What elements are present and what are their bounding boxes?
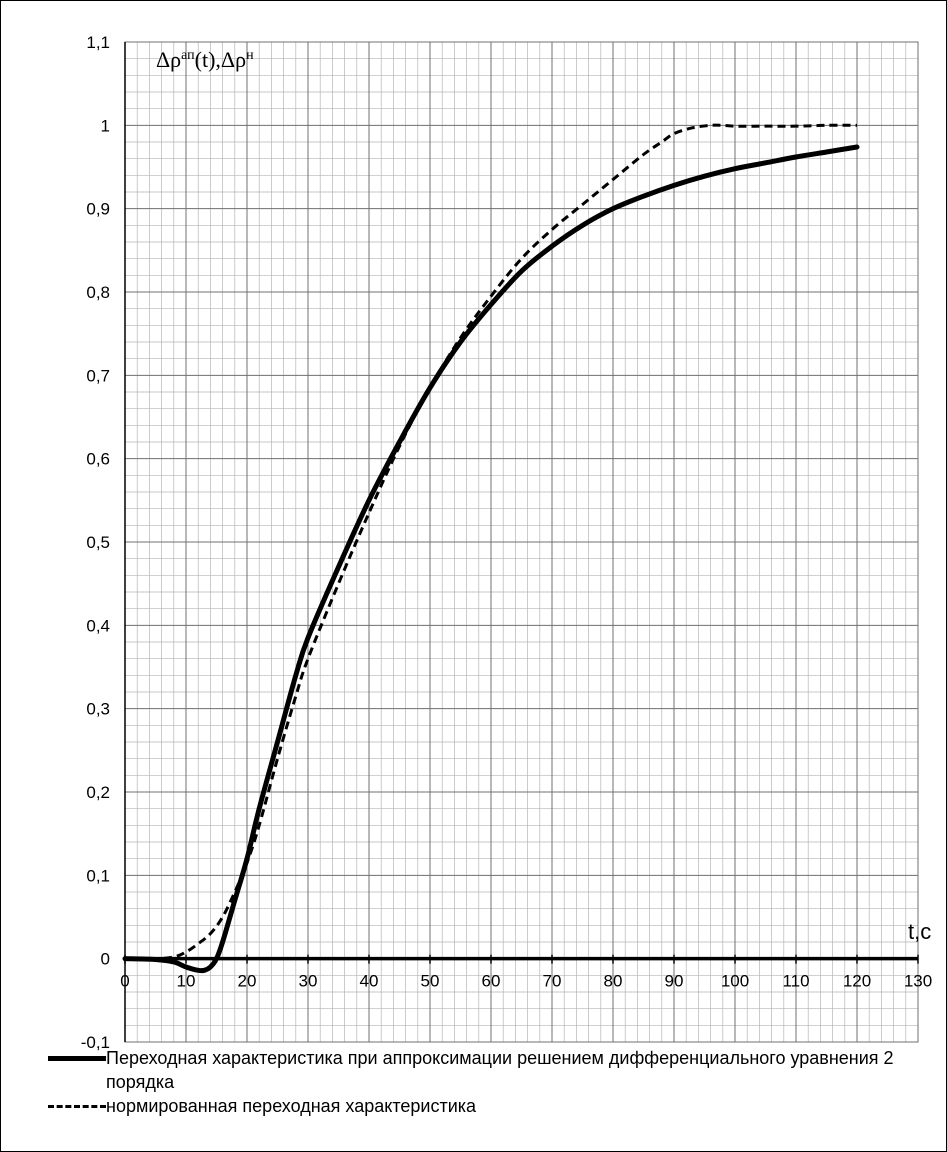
x-tick-label: 70 xyxy=(543,972,562,991)
x-axis-label: t,c xyxy=(908,919,931,944)
legend-item-dashed: нормированная переходная характеристика xyxy=(44,1094,934,1118)
tick-labels: 0 10 20 30 40 50 60 70 80 90 100 110 120 130 -0,1 0 0,1 0… xyxy=(81,33,932,1052)
series-line-solid xyxy=(122,144,860,974)
y-tick-label: 0 xyxy=(101,950,110,969)
x-tick-label: 130 xyxy=(904,972,932,991)
y-tick-label: 0,1 xyxy=(86,866,110,885)
y-tick-label: 0,4 xyxy=(86,616,110,635)
legend: Переходная характеристика при аппроксима… xyxy=(44,1046,934,1118)
y-tick-label: -0,1 xyxy=(81,1033,110,1052)
y-tick-label: 1 xyxy=(101,116,110,135)
series-line-dashed xyxy=(124,123,858,961)
legend-item-solid: Переходная характеристика при аппроксима… xyxy=(44,1046,934,1094)
y-axis-label: Δρап(t),Δρн xyxy=(156,47,254,72)
series-layer xyxy=(122,123,860,974)
x-tick-label: 40 xyxy=(360,972,379,991)
y-tick-label: 0,7 xyxy=(86,366,110,385)
y-tick-label: 0,2 xyxy=(86,783,110,802)
y-tick-label: 0,3 xyxy=(86,700,110,719)
x-tick-label: 90 xyxy=(665,972,684,991)
legend-swatch-dashed xyxy=(44,1094,106,1118)
y-tick-label: 0,8 xyxy=(86,283,110,302)
x-tick-label: 20 xyxy=(238,972,257,991)
x-tick-label: 110 xyxy=(782,972,809,991)
axes xyxy=(124,41,919,1043)
y-tick-label: 0,9 xyxy=(86,200,110,219)
x-tick-label: 0 xyxy=(120,972,129,991)
x-tick-label: 50 xyxy=(421,972,440,991)
y-tick-label: 0,5 xyxy=(86,533,110,552)
x-tick-label: 80 xyxy=(604,972,623,991)
legend-label-dashed: нормированная переходная характеристика xyxy=(106,1096,477,1116)
y-tick-label: 1,1 xyxy=(86,33,110,52)
x-tick-label: 10 xyxy=(177,972,196,991)
x-tick-label: 60 xyxy=(482,972,501,991)
legend-swatch-solid xyxy=(44,1046,106,1070)
y-tick-label: 0,6 xyxy=(86,450,110,469)
x-tick-label: 100 xyxy=(721,972,749,991)
x-tick-label: 120 xyxy=(843,972,871,991)
x-tick-label: 30 xyxy=(299,972,318,991)
legend-label-solid: Переходная характеристика при аппроксима… xyxy=(106,1048,894,1092)
